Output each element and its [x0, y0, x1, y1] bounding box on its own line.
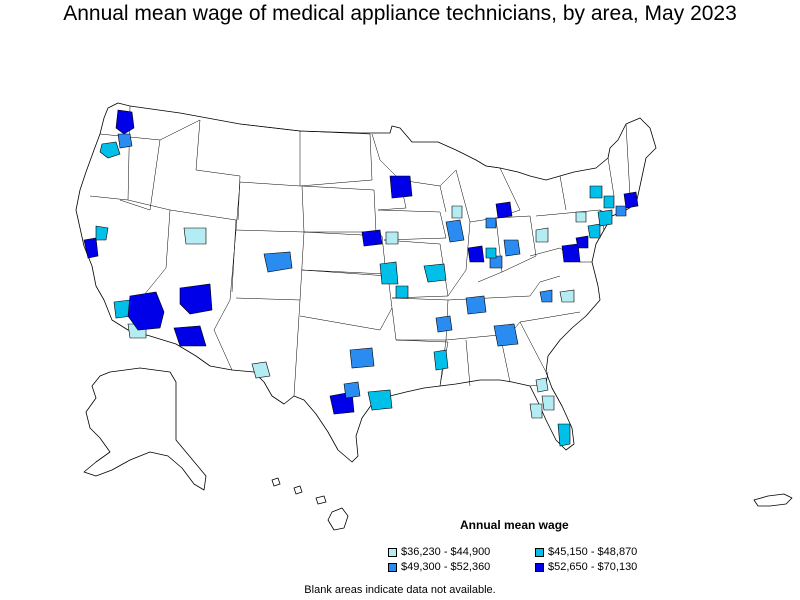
legend-swatch [535, 547, 544, 557]
area-memphis [435, 315, 453, 333]
area-new-york [597, 209, 613, 227]
area-chicago [445, 219, 465, 243]
area-northern-oregon [117, 133, 133, 149]
area-raleigh [559, 289, 575, 303]
area-orlando [541, 395, 555, 411]
area-des-moines [385, 231, 399, 245]
legend-swatch [388, 562, 397, 572]
area-san-antonio [343, 381, 361, 399]
legend-item-lowest: $36,230 - $44,900 [388, 545, 490, 559]
map-base [75, 102, 793, 531]
contiguous-us-outline [75, 102, 657, 463]
area-tampa [529, 403, 543, 419]
legend-label: $36,230 - $44,900 [401, 546, 491, 558]
area-houston [367, 389, 393, 411]
area-washington [561, 243, 581, 263]
area-jacksonville [535, 377, 549, 393]
hawaii-big-island [327, 507, 349, 531]
area-indianapolis [467, 245, 485, 263]
area-tulsa [395, 285, 409, 299]
area-rochester [589, 185, 603, 199]
area-sf-bay [83, 237, 99, 259]
legend-item-third: $49,300 - $52,360 [388, 560, 490, 574]
area-kansas-city [379, 261, 399, 285]
area-birmingham [433, 349, 449, 371]
area-cincinnati [489, 255, 503, 269]
area-phoenix [173, 325, 207, 347]
legend-label: $52,650 - $70,130 [548, 561, 638, 573]
area-atlanta [493, 323, 519, 347]
area-albany [603, 195, 615, 209]
area-boston [623, 191, 639, 209]
area-philadelphia [587, 223, 601, 239]
area-scranton [575, 211, 587, 223]
area-baltimore [575, 235, 589, 249]
area-denver [263, 251, 293, 273]
area-miami [557, 423, 571, 447]
area-pittsburgh [535, 227, 549, 243]
area-minneapolis [389, 175, 413, 199]
area-el-paso [251, 361, 271, 379]
area-sacramento [95, 225, 109, 241]
area-louisville [485, 247, 497, 259]
legend-label: $45,150 - $48,870 [548, 546, 638, 558]
footnote: Blank areas indicate data not available. [304, 584, 496, 596]
area-dallas [349, 347, 375, 369]
area-nashville [465, 295, 487, 315]
legend-swatch [535, 562, 544, 572]
area-seattle [115, 109, 135, 135]
area-northern-arizona [179, 283, 213, 315]
area-charlotte [539, 289, 553, 303]
hawaii-maui [315, 495, 327, 505]
area-columbus [503, 239, 521, 257]
area-las-vegas [127, 291, 165, 331]
area-st-louis [423, 263, 447, 283]
map-title: Annual mean wage of medical appliance te… [63, 2, 737, 25]
area-portland [99, 141, 121, 159]
area-salt-lake [183, 227, 207, 245]
alaska-outline [83, 367, 207, 491]
area-milwaukee [451, 205, 463, 219]
area-omaha [361, 229, 383, 247]
hawaii-oahu [293, 485, 303, 495]
area-toledo [485, 217, 497, 229]
area-hartford [615, 205, 627, 217]
wage-areas [83, 109, 639, 447]
hawaii-kauai [271, 477, 281, 487]
legend-label: $49,300 - $52,360 [401, 561, 491, 573]
area-detroit [495, 201, 513, 219]
legend-item-second: $45,150 - $48,870 [535, 545, 637, 559]
legend-title: Annual mean wage [460, 518, 569, 532]
puerto-rico-outline [753, 493, 793, 507]
legend-item-highest: $52,650 - $70,130 [535, 560, 637, 574]
legend-swatch [388, 547, 397, 557]
